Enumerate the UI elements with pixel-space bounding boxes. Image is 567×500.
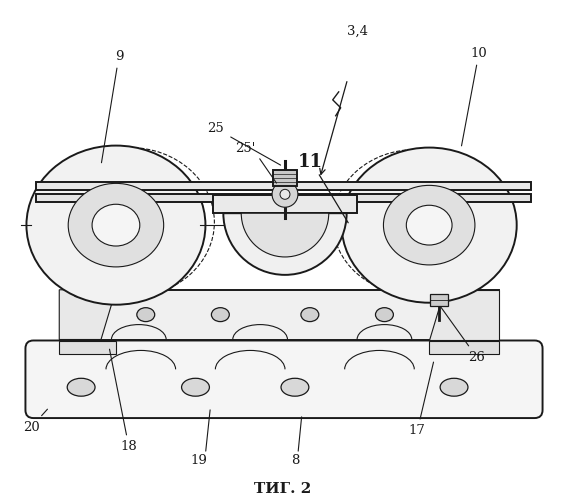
FancyBboxPatch shape — [26, 340, 543, 418]
Ellipse shape — [281, 378, 309, 396]
Wedge shape — [223, 213, 346, 275]
Polygon shape — [429, 290, 499, 340]
Text: 25': 25' — [235, 142, 255, 155]
Text: 9: 9 — [101, 50, 123, 162]
Text: 25: 25 — [207, 122, 224, 135]
Ellipse shape — [375, 308, 393, 322]
Text: 3,4: 3,4 — [347, 24, 368, 38]
Text: 17: 17 — [409, 362, 434, 438]
FancyBboxPatch shape — [69, 290, 499, 340]
Text: 8: 8 — [291, 454, 299, 468]
Text: 18: 18 — [109, 349, 137, 454]
Bar — [36, 182, 531, 190]
Wedge shape — [241, 213, 329, 257]
Ellipse shape — [440, 378, 468, 396]
Bar — [213, 196, 357, 213]
Ellipse shape — [211, 308, 229, 322]
Ellipse shape — [137, 308, 155, 322]
Polygon shape — [60, 290, 116, 340]
Polygon shape — [60, 342, 116, 354]
Ellipse shape — [68, 184, 164, 267]
Text: 11: 11 — [297, 154, 323, 172]
Bar — [430, 294, 448, 306]
Bar — [273, 170, 297, 186]
Ellipse shape — [301, 308, 319, 322]
Ellipse shape — [27, 146, 205, 304]
Text: 19: 19 — [190, 454, 207, 468]
Ellipse shape — [383, 186, 475, 265]
Ellipse shape — [407, 205, 452, 245]
Text: 26: 26 — [441, 307, 485, 364]
Polygon shape — [429, 342, 499, 354]
Circle shape — [280, 190, 290, 200]
Circle shape — [272, 182, 298, 207]
Ellipse shape — [92, 204, 140, 246]
Text: ΤИГ. 2: ΤИГ. 2 — [255, 482, 312, 496]
Bar — [36, 194, 531, 202]
Text: 10: 10 — [462, 46, 487, 146]
Text: 20: 20 — [23, 409, 48, 434]
Ellipse shape — [181, 378, 209, 396]
Ellipse shape — [342, 148, 517, 302]
FancyBboxPatch shape — [74, 285, 103, 296]
Ellipse shape — [67, 378, 95, 396]
